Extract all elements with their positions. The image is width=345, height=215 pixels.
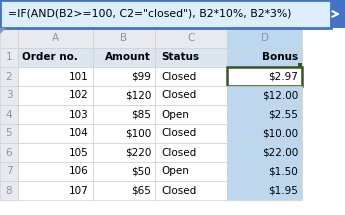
Bar: [18, 162, 93, 181]
Bar: [0, 86, 18, 105]
Bar: [155, 143, 227, 162]
Text: C: C: [187, 33, 195, 43]
Bar: [93, 67, 155, 86]
Text: $12.00: $12.00: [262, 91, 298, 100]
Bar: [93, 162, 155, 181]
Text: 6: 6: [6, 147, 12, 158]
Bar: [0, 143, 18, 162]
Text: 4: 4: [6, 109, 12, 120]
Bar: [18, 28, 93, 48]
Bar: [18, 48, 93, 67]
Text: =IF(AND(B2>=100, C2="closed"), B2*10%, B2*3%): =IF(AND(B2>=100, C2="closed"), B2*10%, B…: [8, 9, 292, 19]
Bar: [93, 105, 155, 124]
Text: 2: 2: [6, 72, 12, 81]
Text: 107: 107: [69, 186, 89, 195]
Bar: [227, 67, 302, 86]
Text: Open: Open: [161, 109, 189, 120]
Text: Open: Open: [161, 166, 189, 177]
Bar: [227, 181, 302, 200]
Bar: [93, 181, 155, 200]
Text: D: D: [260, 33, 268, 43]
Text: Closed: Closed: [161, 129, 196, 138]
Text: $2.55: $2.55: [268, 109, 298, 120]
Bar: [227, 124, 302, 143]
Text: Closed: Closed: [161, 147, 196, 158]
Bar: [0, 124, 18, 143]
Text: $99: $99: [131, 72, 151, 81]
Bar: [0, 48, 18, 67]
Text: 3: 3: [6, 91, 12, 100]
Text: $22.00: $22.00: [262, 147, 298, 158]
Bar: [0, 105, 18, 124]
Text: $65: $65: [131, 186, 151, 195]
Text: Order no.: Order no.: [22, 52, 78, 63]
Polygon shape: [0, 28, 6, 34]
Bar: [155, 124, 227, 143]
Bar: [0, 28, 18, 48]
Bar: [155, 181, 227, 200]
Bar: [93, 28, 155, 48]
Bar: [331, 0, 345, 28]
Text: 102: 102: [69, 91, 89, 100]
Text: $1.95: $1.95: [268, 186, 298, 195]
Bar: [298, 63, 302, 67]
Text: Status: Status: [161, 52, 199, 63]
Text: $2.97: $2.97: [268, 72, 298, 81]
Text: 7: 7: [6, 166, 12, 177]
Text: 104: 104: [69, 129, 89, 138]
Bar: [227, 48, 302, 67]
Text: 1: 1: [6, 52, 12, 63]
Bar: [18, 143, 93, 162]
Text: Closed: Closed: [161, 91, 196, 100]
Bar: [0, 162, 18, 181]
Bar: [155, 67, 227, 86]
Text: Bonus: Bonus: [262, 52, 298, 63]
Text: $1.50: $1.50: [268, 166, 298, 177]
Bar: [227, 105, 302, 124]
Bar: [155, 28, 227, 48]
Text: 101: 101: [69, 72, 89, 81]
Bar: [18, 67, 93, 86]
Text: 5: 5: [6, 129, 12, 138]
Bar: [227, 143, 302, 162]
Bar: [18, 124, 93, 143]
Text: $220: $220: [125, 147, 151, 158]
Bar: [227, 162, 302, 181]
Text: B: B: [120, 33, 128, 43]
Text: 106: 106: [69, 166, 89, 177]
Bar: [0, 0, 331, 28]
Text: Amount: Amount: [105, 52, 151, 63]
Text: Closed: Closed: [161, 186, 196, 195]
Bar: [0, 181, 18, 200]
Bar: [18, 181, 93, 200]
Bar: [155, 48, 227, 67]
Text: 8: 8: [6, 186, 12, 195]
Text: A: A: [52, 33, 59, 43]
Text: $120: $120: [125, 91, 151, 100]
Bar: [93, 86, 155, 105]
Bar: [18, 105, 93, 124]
Text: 103: 103: [69, 109, 89, 120]
Bar: [18, 86, 93, 105]
Bar: [155, 86, 227, 105]
Bar: [93, 143, 155, 162]
Bar: [155, 105, 227, 124]
Bar: [93, 48, 155, 67]
Text: 105: 105: [69, 147, 89, 158]
Bar: [155, 162, 227, 181]
Text: $85: $85: [131, 109, 151, 120]
Bar: [0, 67, 18, 86]
Text: $10.00: $10.00: [262, 129, 298, 138]
Bar: [93, 124, 155, 143]
Text: $100: $100: [125, 129, 151, 138]
Bar: [227, 86, 302, 105]
Text: Closed: Closed: [161, 72, 196, 81]
Text: $50: $50: [131, 166, 151, 177]
Bar: [227, 28, 302, 48]
